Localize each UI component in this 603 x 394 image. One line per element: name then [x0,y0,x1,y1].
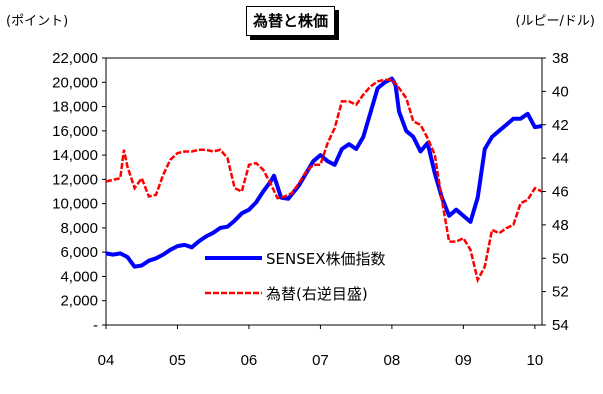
series-line-fx [105,78,543,284]
y-right-tick-label: 48 [552,217,569,234]
y-right-axis: 38 40 42 44 46 48 50 52 54 [542,50,569,334]
y-right-tick-label: 40 [552,83,569,100]
left-axis-unit-label: (ポイント) [6,14,69,29]
y-left-tick-label: 10,000 [52,196,98,213]
x-tick-label: 09 [455,352,472,369]
legend-label-fx: 為替(右逆目盛) [266,285,368,303]
y-left-axis: 22,000 20,000 18,000 16,000 14,000 12,000 10,0… [52,50,106,334]
y-left-tick-label: 14,000 [52,147,98,164]
y-left-tick-label: 4,000 [60,268,98,285]
y-left-tick-label: 22,000 [52,50,98,67]
legend: SENSEX株価指数 為替(右逆目盛) [205,250,386,303]
y-left-tick-label: 6,000 [60,244,98,261]
plot-area [105,57,543,326]
y-right-tick-label: 38 [552,50,569,67]
series-line-sensex [105,76,543,269]
y-left-tick-label: 8,000 [60,220,98,237]
y-right-tick-label: 44 [552,150,569,167]
chart-title: 為替と株価 [246,6,336,36]
y-left-tick-label: 2,000 [60,293,98,310]
x-tick-label: 10 [527,352,544,369]
y-right-tick-label: 46 [552,184,569,201]
y-right-tick-label: 50 [552,250,569,267]
y-left-tick-label: - [93,317,98,334]
x-tick-label: 06 [241,352,258,369]
x-axis: 04 05 06 07 08 09 10 [98,325,544,369]
y-left-tick-label: 12,000 [52,171,98,188]
right-axis-unit-label: (ルピー/ドル) [515,14,595,29]
y-left-tick-label: 20,000 [52,74,98,91]
legend-label-sensex: SENSEX株価指数 [266,250,386,268]
x-tick-label: 05 [169,352,186,369]
y-right-tick-label: 52 [552,284,569,301]
x-tick-label: 07 [312,352,329,369]
y-left-tick-label: 16,000 [52,123,98,140]
x-tick-label: 04 [98,352,115,369]
x-tick-label: 08 [384,352,401,369]
y-right-tick-label: 54 [552,317,569,334]
y-right-tick-label: 42 [552,117,569,134]
y-left-tick-label: 18,000 [52,99,98,116]
